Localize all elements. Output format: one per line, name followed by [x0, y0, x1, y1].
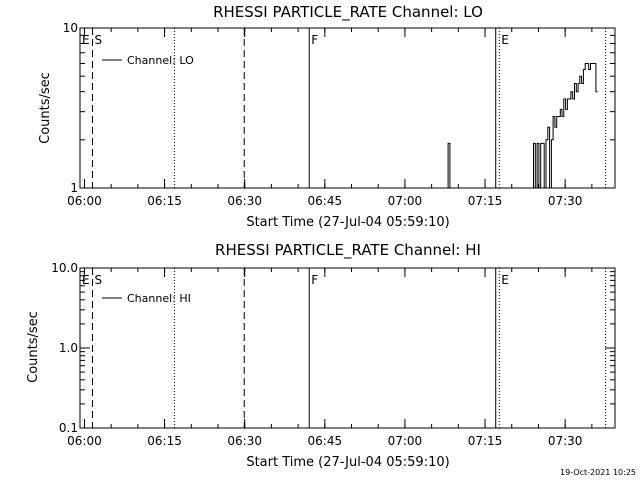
hi-x-tick-label: 06:15 — [147, 434, 182, 448]
lo-x-tick-label: 06:30 — [227, 194, 262, 208]
hi-y-tick-label: 10.0 — [51, 261, 78, 275]
lo-x-tick-label: 07:00 — [388, 194, 423, 208]
lo-marker-label: F — [311, 33, 318, 47]
lo-y-tick-label: 10 — [63, 21, 78, 35]
hi-marker-label: E — [82, 273, 90, 287]
hi-marker-label: S — [94, 273, 102, 287]
lo-x-tick-label: 06:45 — [308, 194, 343, 208]
hi-x-axis-label: Start Time (27-Jul-04 05:59:10) — [246, 455, 449, 470]
lo-x-tick-label: 07:15 — [468, 194, 503, 208]
hi-x-tick-label: 07:00 — [388, 434, 423, 448]
lo-data-series — [446, 142, 451, 189]
lo-data-series — [531, 63, 598, 189]
lo-legend: Channel: LO — [102, 54, 194, 67]
hi-x-tick-label: 06:30 — [227, 434, 262, 448]
lo-marker-label: S — [94, 33, 102, 47]
lo-marker-label: E — [501, 33, 509, 47]
hi-panel-title: RHESSI PARTICLE_RATE Channel: HI — [215, 241, 481, 260]
hi-y-tick-label: 0.1 — [59, 421, 78, 435]
lo-channel-panel: RHESSI PARTICLE_RATE Channel: LO 06:00 06… — [38, 3, 616, 230]
hi-legend-label: Channel: HI — [127, 292, 191, 305]
lo-y-tick-label: 1 — [70, 181, 78, 195]
lo-marker-label: E — [82, 33, 90, 47]
hi-plot-area: 06:00 06:15 06:30 06:45 07:00 07:15 07:30 0.1 1.… — [51, 261, 616, 448]
lo-panel-title: RHESSI PARTICLE_RATE Channel: LO — [213, 3, 483, 22]
hi-y-axis-label: Counts/sec — [26, 311, 41, 383]
lo-x-tick-label: 06:00 — [67, 194, 102, 208]
hi-x-tick-label: 06:45 — [308, 434, 343, 448]
hi-y-tick-label: 1.0 — [59, 341, 78, 355]
lo-plot-frame — [79, 27, 616, 189]
generation-timestamp: 19-Oct-2021 10:25 — [560, 468, 636, 477]
hi-marker-label: F — [311, 273, 318, 287]
lo-legend-label: Channel: LO — [127, 54, 194, 67]
hi-legend: Channel: HI — [102, 292, 191, 305]
hi-marker-label: E — [501, 273, 509, 287]
hi-channel-panel: RHESSI PARTICLE_RATE Channel: HI 06:00 06… — [26, 241, 616, 470]
hi-x-tick-label: 07:30 — [548, 434, 583, 448]
hi-x-tick-label: 06:00 — [67, 434, 102, 448]
lo-x-tick-label: 06:15 — [147, 194, 182, 208]
lo-y-axis-label: Counts/sec — [38, 72, 53, 144]
lo-x-tick-label: 07:30 — [548, 194, 583, 208]
lo-x-axis-label: Start Time (27-Jul-04 05:59:10) — [246, 215, 449, 230]
hi-x-tick-label: 07:15 — [468, 434, 503, 448]
